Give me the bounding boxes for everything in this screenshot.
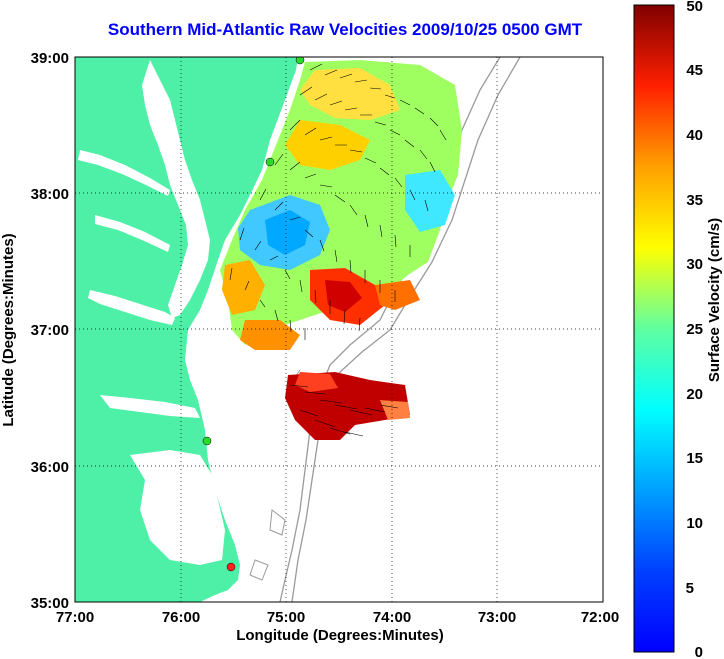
james-river — [88, 290, 175, 325]
x-tick-label: 76:00 — [162, 609, 200, 626]
x-tick-label: 73:00 — [478, 609, 516, 626]
colorbar-tick-label: 45 — [686, 62, 703, 79]
radar-station-marker — [295, 57, 305, 65]
colorbar-tick-label: 15 — [686, 450, 703, 467]
colorbar-tick-label: 30 — [686, 256, 703, 273]
pamlico-sound — [130, 450, 225, 565]
map-title: Southern Mid-Atlantic Raw Velocities 200… — [107, 20, 583, 39]
colorbar-label: Surface Velocity (cm/s) — [706, 218, 723, 382]
x-tick-label: 77:00 — [56, 609, 94, 626]
colorbar-tick-label: 35 — [686, 192, 703, 209]
chesapeake-bay — [142, 60, 210, 318]
colorbar — [633, 4, 675, 653]
colorbar-tick-label: 50 — [686, 0, 703, 15]
y-tick-label: 36:00 — [31, 459, 69, 476]
radar-station-marker — [202, 436, 212, 446]
rappahannock-river — [95, 215, 170, 252]
y-tick-label: 39:00 — [31, 50, 69, 67]
x-tick-label: 75:00 — [267, 609, 305, 626]
radar-station-marker — [265, 157, 275, 167]
land-mass — [75, 57, 298, 602]
colorbar-tick-label: 20 — [686, 386, 703, 403]
x-tick-label: 74:00 — [373, 609, 411, 626]
colorbar-tick-label: 5 — [686, 580, 694, 597]
colorbar-tick-label: 25 — [686, 321, 703, 338]
y-tick-label: 35:00 — [31, 595, 69, 612]
x-tick-label: 72:00 — [581, 609, 619, 626]
bathymetry-contour — [291, 57, 521, 602]
velocity-vectors — [229, 63, 447, 437]
y-tick-label: 38:00 — [31, 186, 69, 203]
radar-station-marker — [226, 562, 236, 572]
potomac-river — [78, 150, 170, 196]
colorbar-tick-label: 40 — [686, 127, 703, 144]
graticule — [75, 57, 603, 602]
map-frame — [74, 56, 604, 603]
albemarle-sound — [100, 395, 200, 418]
y-tick-label: 37:00 — [31, 322, 69, 339]
velocity-field — [220, 60, 462, 440]
x-axis-label: Longitude (Degrees:Minutes) — [236, 627, 444, 644]
y-axis-label: Latitude (Degrees:Minutes) — [0, 233, 17, 426]
colorbar-tick-label: 10 — [686, 515, 703, 532]
colorbar-tick-label: 0 — [695, 644, 703, 659]
